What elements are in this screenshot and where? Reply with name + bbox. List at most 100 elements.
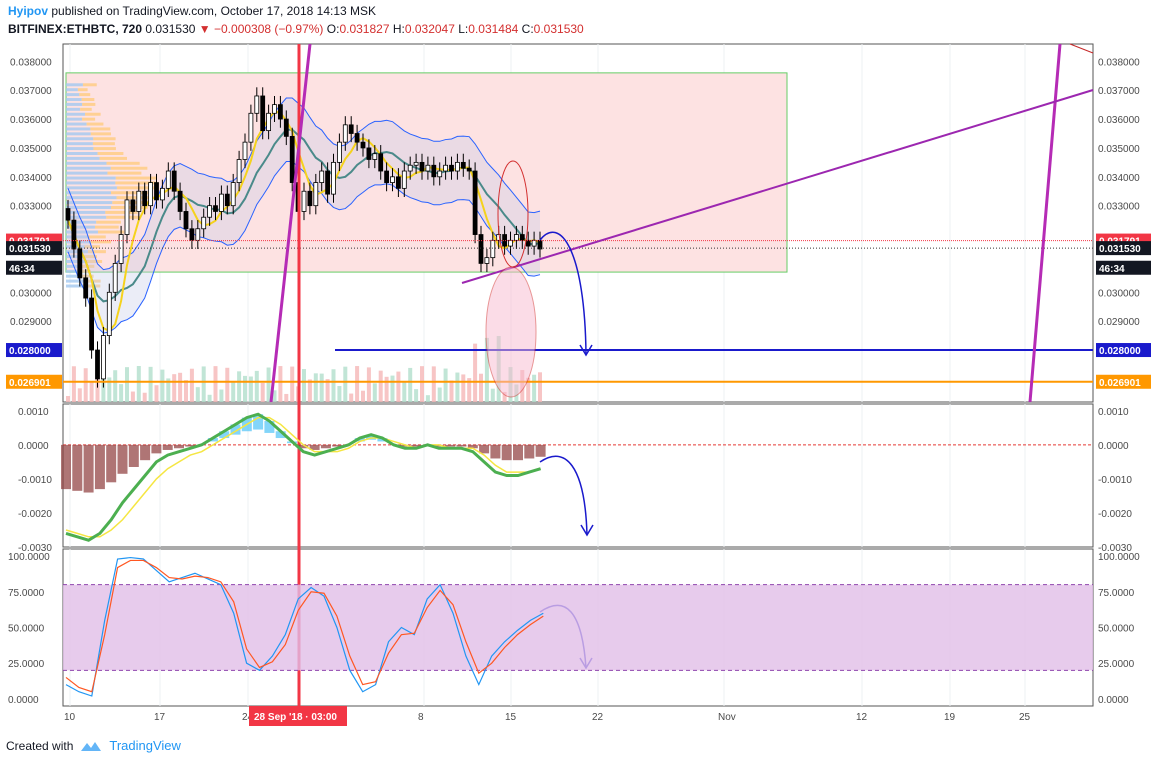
candle-body <box>514 235 518 241</box>
candle-body <box>426 165 430 171</box>
volume-profile-bar <box>90 127 110 130</box>
volume-profile-bar <box>66 186 117 189</box>
candle-body <box>184 211 188 228</box>
candle-body <box>131 200 135 212</box>
volume-bar <box>225 368 229 402</box>
y-tick-label-left: 0.034000 <box>10 173 52 184</box>
x-tick-label: 10 <box>64 712 76 723</box>
x-tick-label: 19 <box>944 712 956 723</box>
chart-area[interactable]: 0.038000 0.038000 0.037000 0.037000 0.036000… <box>0 0 1156 735</box>
volume-bar <box>308 379 312 402</box>
volume-bar <box>479 374 483 402</box>
candle-body <box>373 154 377 160</box>
volume-bar <box>261 383 265 402</box>
candle-body <box>190 229 194 241</box>
volume-profile-bar <box>85 113 101 116</box>
macd-histogram-bar <box>95 445 105 489</box>
created-with-text: Created with <box>6 739 73 753</box>
volume-bar <box>473 344 477 402</box>
stoch-tick-right: 0.0000 <box>1098 695 1129 706</box>
stoch-tick-right: 50.0000 <box>1098 624 1135 635</box>
macd-histogram-bar <box>524 445 534 459</box>
stoch-tick-left: 50.0000 <box>8 624 45 635</box>
volume-profile-bar <box>82 118 95 121</box>
y-tick-label-left: 0.037000 <box>10 86 52 97</box>
volume-bar <box>355 366 359 402</box>
volume-bar <box>267 368 271 402</box>
volume-profile-bar <box>66 162 107 165</box>
candle-body <box>414 162 418 165</box>
candle-body <box>225 194 229 206</box>
volume-bar <box>231 382 235 402</box>
volume-profile-bar <box>106 216 139 219</box>
volume-profile-bar <box>107 162 140 165</box>
volume-bar <box>396 372 400 402</box>
candle-body <box>178 191 182 211</box>
macd-histogram-bar <box>445 445 455 447</box>
volume-profile-bar <box>66 88 78 91</box>
macd-tick-right: -0.0020 <box>1098 509 1132 520</box>
x-tick-label: 12 <box>856 712 868 723</box>
volume-bar <box>255 371 259 402</box>
volume-profile-bar <box>96 221 121 224</box>
y-tick-label-left: 0.038000 <box>10 57 52 68</box>
candle-body <box>84 278 88 298</box>
tradingview-brand[interactable]: TradingView <box>109 738 181 753</box>
volume-bar <box>450 380 454 402</box>
volume-profile-bar <box>66 83 83 86</box>
macd-histogram-bar <box>151 445 161 454</box>
x-tick-label: 25 <box>1019 712 1031 723</box>
candle-body <box>450 165 454 171</box>
candle-body <box>78 249 82 278</box>
volume-bar <box>214 366 218 402</box>
volume-bar <box>149 367 153 402</box>
y-tick-label-right: 0.029000 <box>1098 317 1140 328</box>
macd-histogram-bar <box>321 445 331 448</box>
volume-profile-bar <box>78 88 88 91</box>
volume-bar <box>172 374 176 402</box>
macd-histogram-bar <box>140 445 150 460</box>
volume-bar <box>184 380 188 402</box>
candle-body <box>107 292 111 335</box>
candle-body <box>273 105 277 114</box>
candle-body <box>438 171 442 177</box>
volume-bar <box>284 394 288 402</box>
candle-body <box>255 96 259 113</box>
macd-tick-right: -0.0010 <box>1098 475 1132 486</box>
candle-body <box>349 125 353 134</box>
candle-body <box>314 183 318 206</box>
volume-bar <box>137 366 141 402</box>
volume-bar <box>420 366 424 402</box>
candle-body <box>143 191 147 205</box>
volume-bar <box>219 390 223 402</box>
volume-profile-bar <box>66 137 93 140</box>
volume-bar <box>426 395 430 402</box>
candle-body <box>420 162 424 171</box>
stoch-band <box>63 585 1093 671</box>
macd-histogram-bar <box>513 445 523 460</box>
volume-bar <box>78 388 82 402</box>
stoch-tick-left: 100.0000 <box>8 552 50 563</box>
candle-body <box>90 298 94 350</box>
volume-bar <box>90 381 94 402</box>
volume-profile-bar <box>91 132 111 135</box>
stoch-tick-left: 25.0000 <box>8 659 45 670</box>
volume-bar <box>320 374 324 402</box>
candle-body <box>119 235 123 264</box>
candle-body <box>267 113 271 130</box>
y-tick-label-right: 0.036000 <box>1098 115 1140 126</box>
volume-bar <box>408 368 412 402</box>
macd-tick-left: 0.0010 <box>18 407 49 418</box>
candle-body <box>160 188 164 200</box>
volume-profile-bar <box>95 226 119 229</box>
macd-tick-right: 0.0010 <box>1098 407 1129 418</box>
volume-bar <box>361 391 365 402</box>
y-tick-label-left: 0.036000 <box>10 115 52 126</box>
candle-body <box>355 134 359 143</box>
macd-histogram-bar <box>72 445 82 491</box>
volume-bar <box>143 393 147 402</box>
volume-profile-bar <box>80 108 92 111</box>
volume-bar <box>190 369 194 402</box>
candle-body <box>332 162 336 194</box>
candle-body <box>532 240 536 246</box>
